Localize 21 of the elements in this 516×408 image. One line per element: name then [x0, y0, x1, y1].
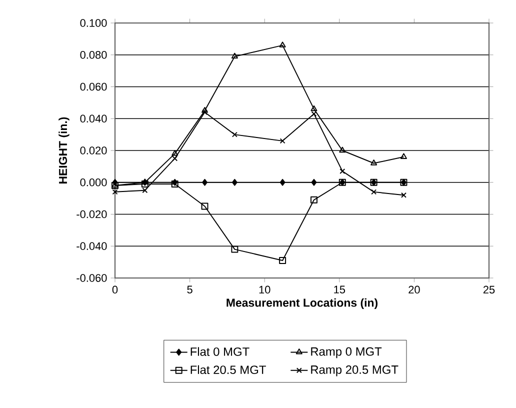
y-tick-label: 0.080 [80, 51, 107, 59]
x-tick-label: 5 [187, 286, 192, 294]
y-tick-label: -0.060 [76, 274, 107, 282]
x-tick-label: 15 [334, 286, 346, 294]
x-axis-title: Measurement Locations (in) [226, 298, 378, 310]
x-tick-label: 25 [483, 286, 495, 294]
y-tick-label: 0.000 [80, 178, 107, 186]
legend-label: Flat 20.5 MGT [190, 365, 266, 374]
x-tick-label: 0 [112, 286, 118, 294]
y-tick-label: 0.060 [80, 82, 107, 91]
y-tick-label: 0.040 [80, 114, 107, 123]
y-tick-label: -0.040 [76, 242, 107, 250]
y-tick-label: 0.020 [80, 146, 107, 154]
y-tick-label: -0.020 [76, 210, 107, 218]
legend-label: Ramp 20.5 MGT [311, 365, 398, 376]
y-tick-label: 0.100 [80, 19, 107, 27]
x-tick-label: 10 [259, 286, 270, 294]
legend-label: Flat 0 MGT [190, 347, 250, 356]
x-tick-label: 20 [408, 286, 420, 294]
legend-label: Ramp 0 MGT [311, 347, 382, 358]
y-axis-title: HEIGHT (in.) [58, 117, 70, 184]
